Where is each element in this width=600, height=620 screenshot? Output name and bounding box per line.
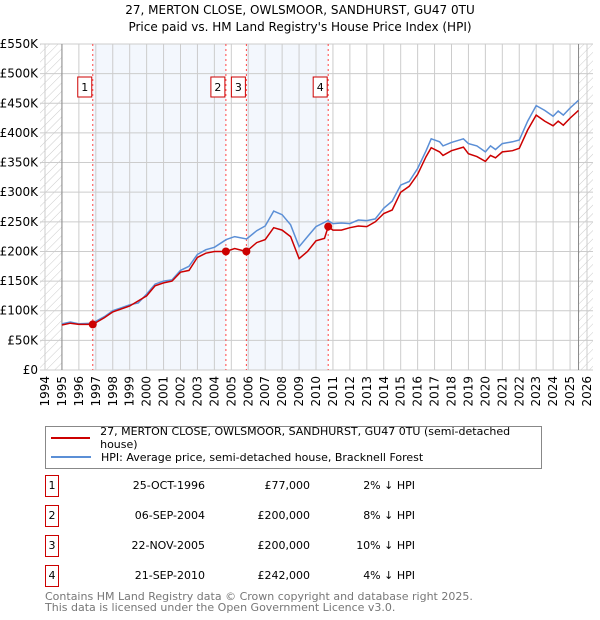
transaction-marker: 4 (45, 565, 59, 587)
hatched-region-end (578, 44, 593, 370)
hpi-series-line (61, 99, 580, 325)
x-tick-label: 2015 (394, 376, 408, 407)
x-tick-label: 2002 (174, 376, 188, 407)
y-tick-label: £300K (0, 185, 39, 199)
transaction-hpi: 8% ↓ HPI (363, 509, 415, 522)
x-tick-label: 2004 (207, 376, 221, 407)
x-tick-label: 2021 (495, 376, 509, 407)
x-tick-label: 1999 (123, 376, 137, 407)
x-tick-label: 1998 (106, 376, 120, 407)
y-tick-label: £400K (0, 126, 39, 140)
x-tick-label: 2026 (580, 376, 594, 407)
y-tick-label: £200K (0, 244, 39, 258)
x-tick-label: 2000 (140, 376, 154, 407)
y-tick-label: £550K (0, 37, 39, 51)
x-tick-label: 2011 (326, 376, 340, 407)
chart-title-line2: Price paid vs. HM Land Registry's House … (128, 20, 472, 34)
y-tick-label: £100K (0, 304, 39, 318)
footer-copyright: Contains HM Land Registry data © Crown c… (45, 590, 473, 603)
transaction-row: 2 06-SEP-2004 £200,000 8% ↓ HPI (45, 505, 545, 527)
x-tick-label: 1995 (55, 376, 69, 407)
chart-legend: 27, MERTON CLOSE, OWLSMOOR, SANDHURST, G… (45, 425, 542, 469)
transaction-marker: 3 (45, 535, 59, 557)
x-tick-label: 1994 (38, 376, 52, 407)
legend-item-property: 27, MERTON CLOSE, OWLSMOOR, SANDHURST, G… (51, 425, 541, 451)
x-tick-label: 2009 (292, 376, 306, 407)
x-tick-label: 2017 (428, 376, 442, 407)
legend-swatch-blue (51, 456, 91, 458)
price-chart: £0 £50K £100K £150K £200K £250K £300K £350K £400… (0, 37, 594, 407)
y-tick-label: £350K (0, 156, 39, 170)
x-tick-label: 2018 (445, 376, 459, 407)
y-tick-label: £50K (7, 333, 39, 347)
price-series-line (61, 109, 580, 326)
x-tick-label: 1997 (89, 376, 103, 407)
x-tick-label: 2025 (563, 376, 577, 407)
shaded-period (246, 44, 329, 370)
x-tick-label: 2012 (343, 376, 357, 407)
legend-swatch-red (51, 437, 91, 439)
legend-label: HPI: Average price, semi-detached house,… (101, 450, 424, 464)
transaction-date: 22-NOV-2005 (131, 539, 205, 552)
sale-label: 3 (235, 81, 242, 94)
shaded-period (92, 44, 226, 370)
x-tick-label: 2003 (190, 376, 204, 407)
transaction-price: £242,000 (257, 569, 311, 582)
x-tick-label: 2007 (258, 376, 272, 407)
sale-label-box (230, 76, 246, 98)
y-tick-label: £250K (0, 215, 39, 229)
sale-point (88, 320, 97, 329)
transaction-hpi: 10% ↓ HPI (356, 539, 415, 552)
sale-point (242, 247, 251, 256)
x-tick-label: 2001 (157, 376, 171, 407)
transaction-row: 4 21-SEP-2010 £242,000 4% ↓ HPI (45, 565, 545, 587)
chart-title-line1: 27, MERTON CLOSE, OWLSMOOR, SANDHURST, G… (125, 3, 475, 17)
x-tick-label: 2010 (309, 376, 323, 407)
sale-point (324, 222, 333, 231)
x-tick-label: 2016 (411, 376, 425, 407)
transaction-hpi: 4% ↓ HPI (363, 569, 415, 582)
transaction-price: £77,000 (264, 479, 311, 492)
transaction-marker: 2 (45, 505, 59, 527)
transaction-date: 25-OCT-1996 (132, 479, 205, 492)
sale-point (221, 247, 230, 256)
sale-label: 4 (317, 81, 324, 94)
sale-label-box (312, 76, 328, 98)
transaction-price: £200,000 (257, 509, 311, 522)
sale-label: 1 (81, 81, 88, 94)
transaction-row: 3 22-NOV-2005 £200,000 10% ↓ HPI (45, 535, 545, 557)
transaction-date: 21-SEP-2010 (134, 569, 205, 582)
transaction-date: 06-SEP-2004 (134, 509, 205, 522)
transaction-marker: 1 (45, 475, 59, 497)
x-tick-label: 2019 (461, 376, 475, 407)
x-tick-label: 1996 (72, 376, 86, 407)
sale-label-box (77, 76, 93, 98)
transaction-price: £200,000 (257, 539, 311, 552)
y-tick-label: £0 (23, 363, 38, 377)
transaction-hpi: 2% ↓ HPI (363, 479, 415, 492)
y-tick-label: £500K (0, 67, 39, 81)
footer-licence: This data is licensed under the Open Gov… (45, 601, 396, 614)
legend-item-hpi: HPI: Average price, semi-detached house,… (51, 449, 423, 465)
x-tick-label: 2005 (224, 376, 238, 407)
x-tick-label: 2006 (241, 376, 255, 407)
sale-label: 2 (214, 81, 221, 94)
hatched-region-start (40, 44, 62, 370)
x-tick-label: 2024 (546, 376, 560, 407)
x-tick-label: 2023 (529, 376, 543, 407)
y-tick-label: £150K (0, 274, 39, 288)
x-tick-label: 2020 (478, 376, 492, 407)
x-tick-label: 2008 (275, 376, 289, 407)
x-tick-label: 2022 (512, 376, 526, 407)
x-tick-label: 2013 (360, 376, 374, 407)
legend-label: 27, MERTON CLOSE, OWLSMOOR, SANDHURST, G… (100, 425, 511, 451)
sale-label-box (210, 76, 226, 98)
x-tick-label: 2014 (377, 376, 391, 407)
transaction-row: 1 25-OCT-1996 £77,000 2% ↓ HPI (45, 475, 545, 497)
y-tick-label: £450K (0, 96, 39, 110)
